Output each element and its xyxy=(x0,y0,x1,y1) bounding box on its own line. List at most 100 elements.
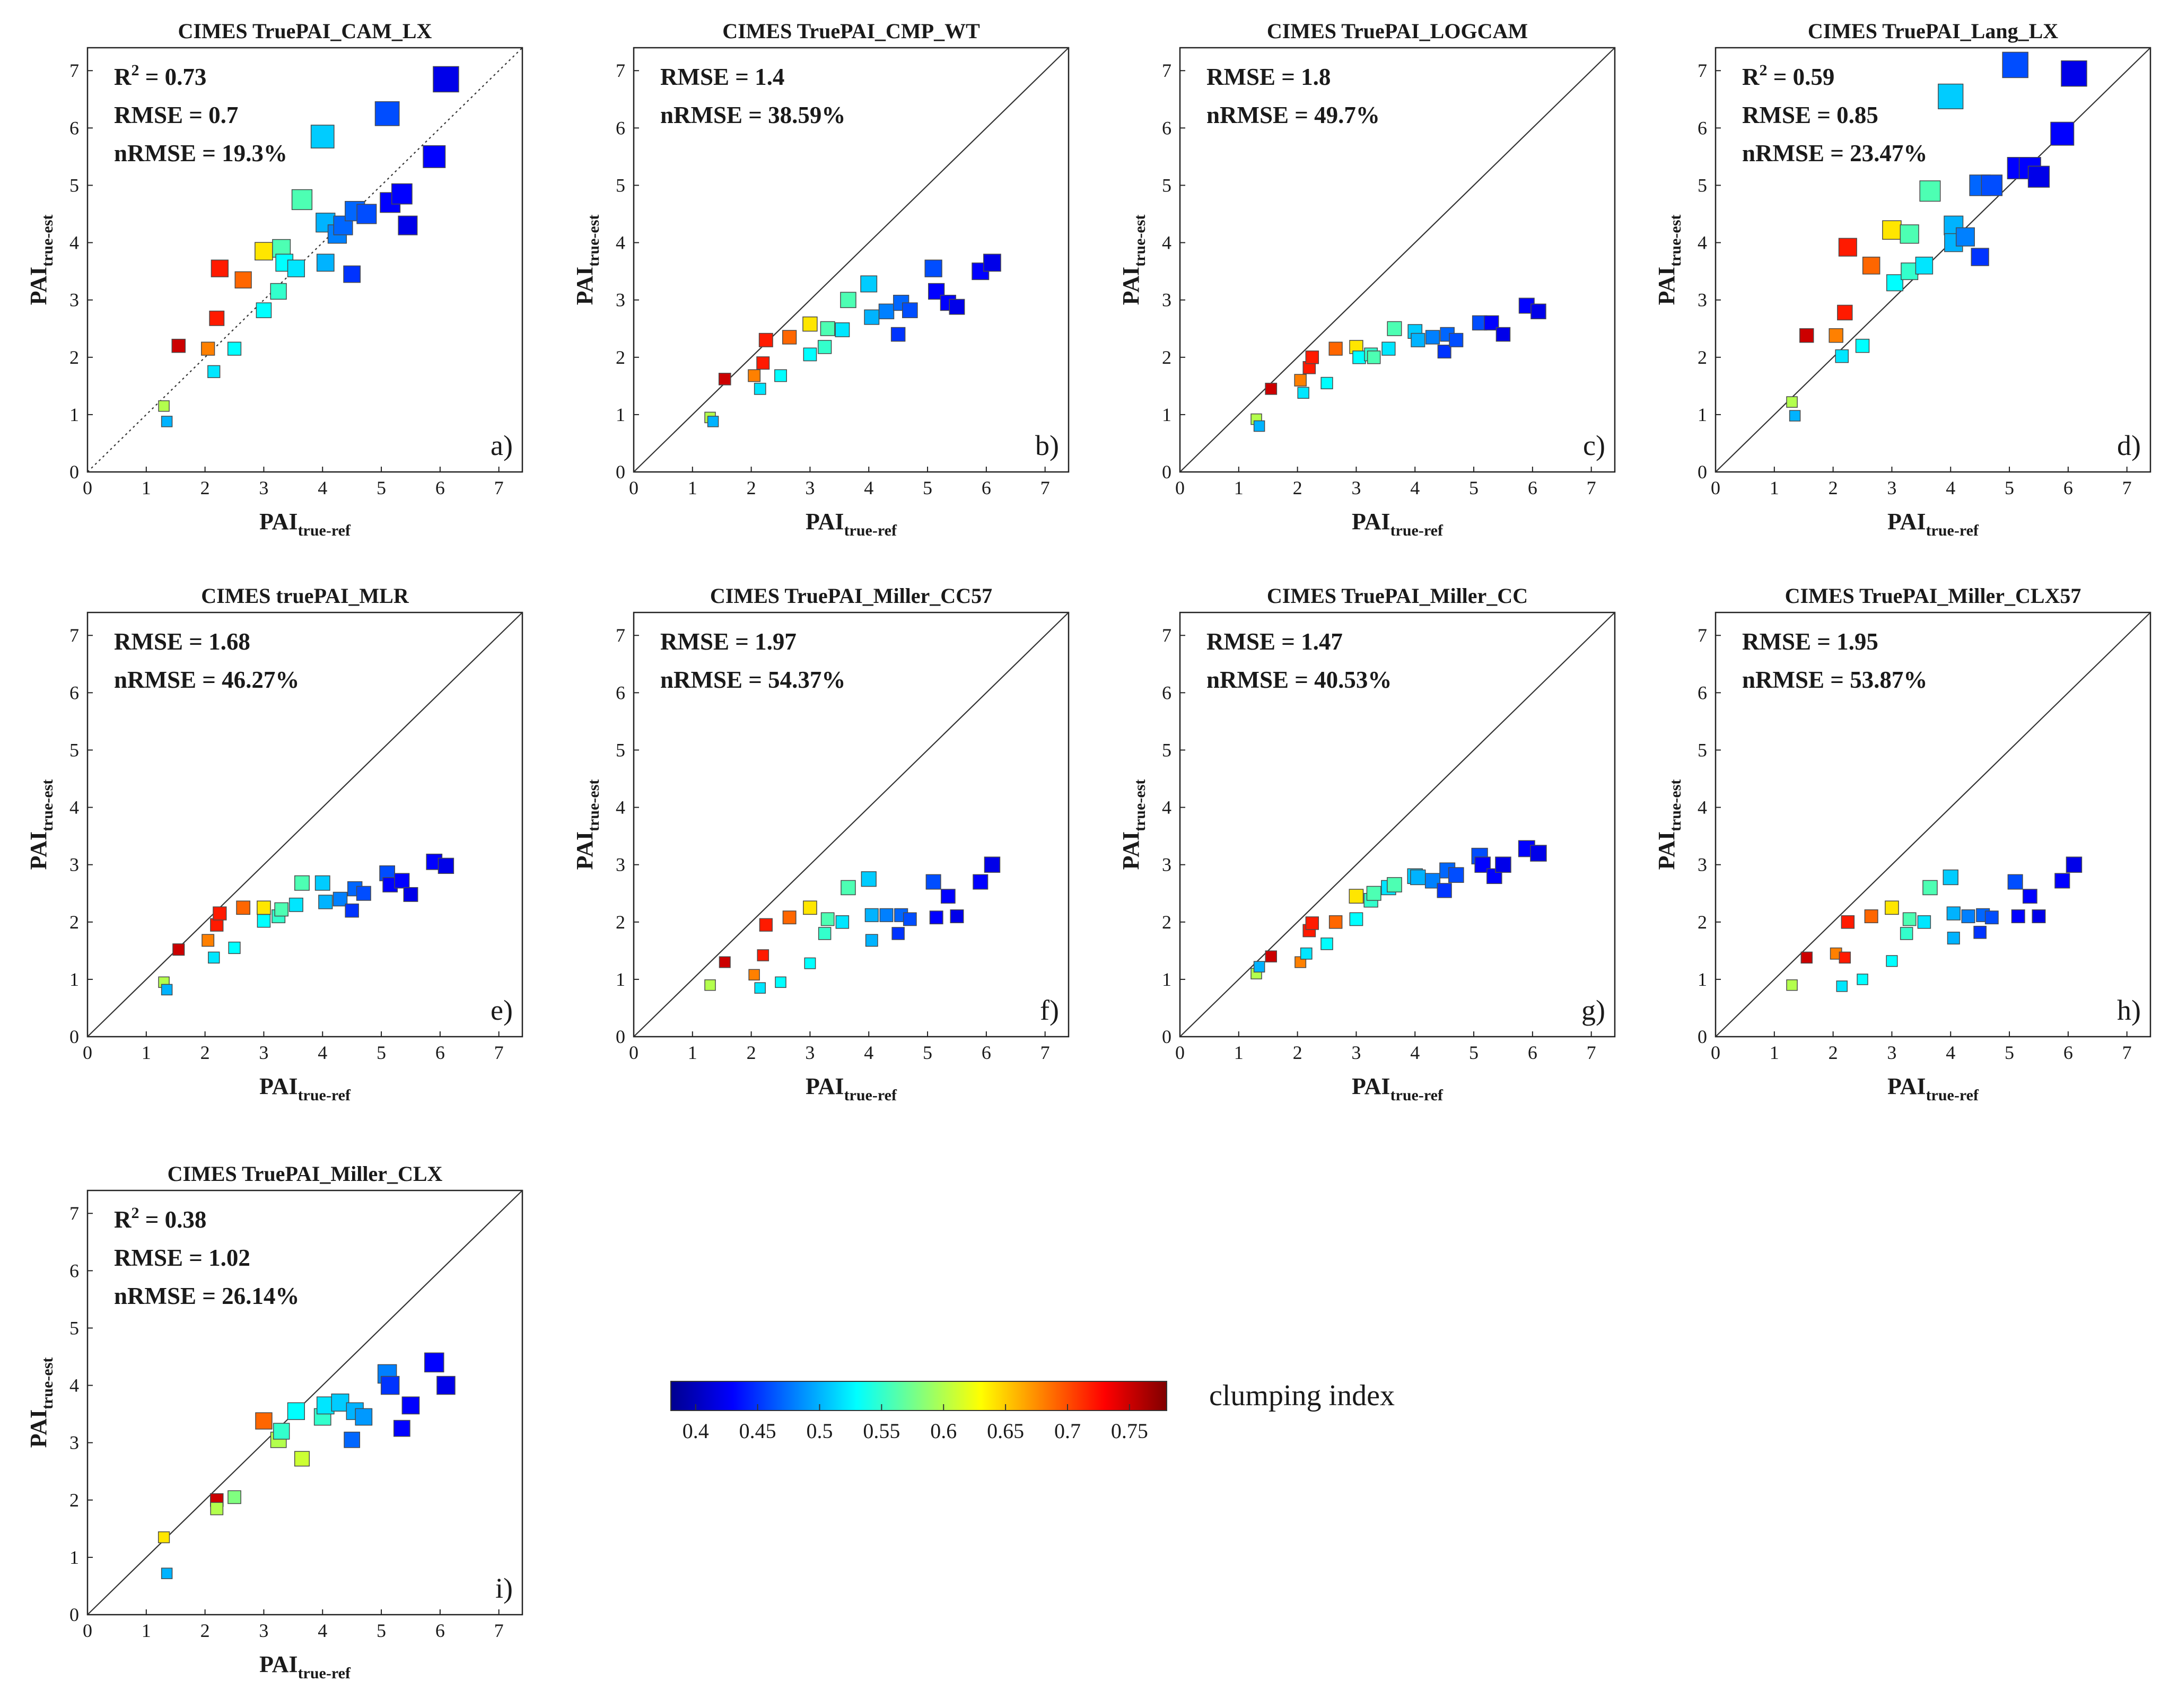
data-point xyxy=(2050,121,2075,146)
y-tick-label: 3 xyxy=(69,290,79,311)
scatter-panel-c: CIMES TruePAI_LOGCAM 0 1 2 3 4 5 6 7 0 1 2 3 4 5 6 7 PAIt… xyxy=(1118,19,1616,539)
data-point xyxy=(294,1451,310,1467)
data-point xyxy=(287,259,305,277)
stat-text: nRMSE = 54.37% xyxy=(660,667,845,693)
x-tick-label: 3 xyxy=(805,477,815,498)
data-point xyxy=(1837,304,1853,321)
y-tick-label: 1 xyxy=(69,1547,79,1568)
scatter-panel-h: CIMES TruePAI_Miller_CLX57 0 1 2 3 4 5 6 7 0 1 2 3 4 5… xyxy=(1654,584,2151,1104)
x-tick-label: 0 xyxy=(1175,477,1185,498)
data-point xyxy=(1981,174,2003,196)
data-point xyxy=(1294,374,1307,387)
stat-text: R2 = 0.38 xyxy=(114,1204,206,1233)
panel-title: CIMES TruePAI_Lang_LX xyxy=(1808,19,2058,43)
data-point xyxy=(1410,869,1426,886)
data-point xyxy=(890,327,906,342)
y-tick-label: 3 xyxy=(616,290,625,311)
data-point xyxy=(356,204,377,224)
data-point xyxy=(782,910,797,925)
stat-text: RMSE = 0.85 xyxy=(1742,102,1878,128)
data-point xyxy=(973,874,989,890)
x-tick-label: 6 xyxy=(2063,477,2073,498)
data-point xyxy=(1971,248,1989,266)
data-point xyxy=(291,189,313,211)
stat-text: RMSE = 1.95 xyxy=(1742,628,1878,655)
x-axis-label: PAItrue-ref xyxy=(1352,1073,1444,1104)
y-tick-label: 0 xyxy=(69,1026,79,1047)
y-tick-label: 3 xyxy=(1698,290,1707,311)
plot-frame xyxy=(633,611,1070,1038)
data-point xyxy=(1437,883,1452,898)
data-point xyxy=(401,1396,420,1415)
y-tick-label: 1 xyxy=(1698,404,1707,425)
stat-text: nRMSE = 26.14% xyxy=(114,1283,299,1309)
data-point xyxy=(1495,327,1511,342)
scatter-panel-b: CIMES TruePAI_CMP_WT 0 1 2 3 4 5 6 7 0 1 2 3 4 5 6 7 PAIt… xyxy=(572,19,1070,539)
x-tick-label: 7 xyxy=(1040,1042,1050,1063)
data-point xyxy=(1799,328,1814,343)
x-tick-label: 5 xyxy=(377,477,386,498)
y-tick-label: 1 xyxy=(1162,969,1171,990)
data-point xyxy=(1265,950,1278,962)
data-point xyxy=(1530,845,1547,862)
stat-text: nRMSE = 53.87% xyxy=(1742,667,1927,693)
y-tick-label: 0 xyxy=(1698,1026,1707,1047)
data-point xyxy=(1947,932,1960,945)
data-point xyxy=(256,302,272,318)
data-point xyxy=(878,303,895,320)
x-tick-label: 7 xyxy=(494,1042,504,1063)
x-tick-label: 6 xyxy=(435,477,445,498)
stat-text: nRMSE = 23.47% xyxy=(1742,140,1927,167)
data-point xyxy=(1900,927,1913,940)
one-to-one-line xyxy=(1179,47,1615,472)
y-tick-label: 4 xyxy=(616,797,625,818)
x-tick-label: 7 xyxy=(1587,477,1596,498)
data-point xyxy=(949,299,965,315)
panel-title: CIMES TruePAI_Miller_CLX57 xyxy=(1785,584,2081,608)
y-tick-label: 2 xyxy=(616,912,625,933)
scatter-panel-e: CIMES truePAI_MLR 0 1 2 3 4 5 6 7 0 1 2 3 4 5 6 7 PAItrue… xyxy=(25,584,523,1104)
data-point xyxy=(1984,910,1999,925)
stat-text: nRMSE = 38.59% xyxy=(660,102,845,128)
y-tick-label: 5 xyxy=(69,1317,79,1338)
stat-text: RMSE = 1.47 xyxy=(1206,628,1343,655)
stat-text: nRMSE = 19.3% xyxy=(114,140,287,167)
x-tick-label: 5 xyxy=(1469,1042,1479,1063)
scatter-panel-a: CIMES TruePAI_CAM_LX 0 1 2 3 4 5 6 7 0 1 2 3 4 5 6 7 PAIt… xyxy=(25,19,523,539)
x-tick-label: 6 xyxy=(1528,477,1537,498)
y-tick-label: 2 xyxy=(69,1490,79,1511)
x-tick-label: 5 xyxy=(2005,477,2014,498)
one-to-one-line xyxy=(633,47,1069,472)
y-tick-label: 2 xyxy=(1162,347,1171,368)
data-point xyxy=(201,341,215,356)
y-tick-label: 2 xyxy=(1698,347,1707,368)
colorbar-ticks: 0.4 0.45 0.5 0.55 0.6 0.65 0.7 0.75 xyxy=(683,1404,1148,1443)
data-point xyxy=(356,886,371,901)
data-point xyxy=(333,891,348,907)
x-tick-label: 1 xyxy=(142,477,151,498)
data-point xyxy=(1786,979,1798,991)
data-point xyxy=(1495,856,1511,873)
data-point xyxy=(438,857,454,874)
panel-label: i) xyxy=(495,1572,513,1604)
y-tick-label: 1 xyxy=(616,404,625,425)
x-axis-label: PAItrue-ref xyxy=(259,1073,351,1104)
data-point xyxy=(1411,332,1425,347)
x-tick-label: 2 xyxy=(1829,1042,1838,1063)
stat-text: nRMSE = 49.7% xyxy=(1206,102,1380,128)
y-tick-label: 5 xyxy=(616,174,625,196)
data-point xyxy=(1800,951,1813,964)
y-tick-label: 7 xyxy=(616,60,625,81)
data-point xyxy=(255,242,273,261)
y-tick-label: 5 xyxy=(616,739,625,760)
x-tick-label: 6 xyxy=(435,1042,445,1063)
data-point xyxy=(1328,915,1343,929)
data-point xyxy=(841,880,856,896)
data-point xyxy=(213,906,227,921)
x-tick-label: 4 xyxy=(1410,477,1420,498)
data-point xyxy=(273,1423,290,1440)
y-tick-label: 6 xyxy=(1162,117,1171,138)
y-axis-label: PAItrue-est xyxy=(1654,215,1684,305)
y-axis-label: PAItrue-est xyxy=(572,215,602,305)
x-axis-label: PAItrue-ref xyxy=(1887,509,1979,539)
